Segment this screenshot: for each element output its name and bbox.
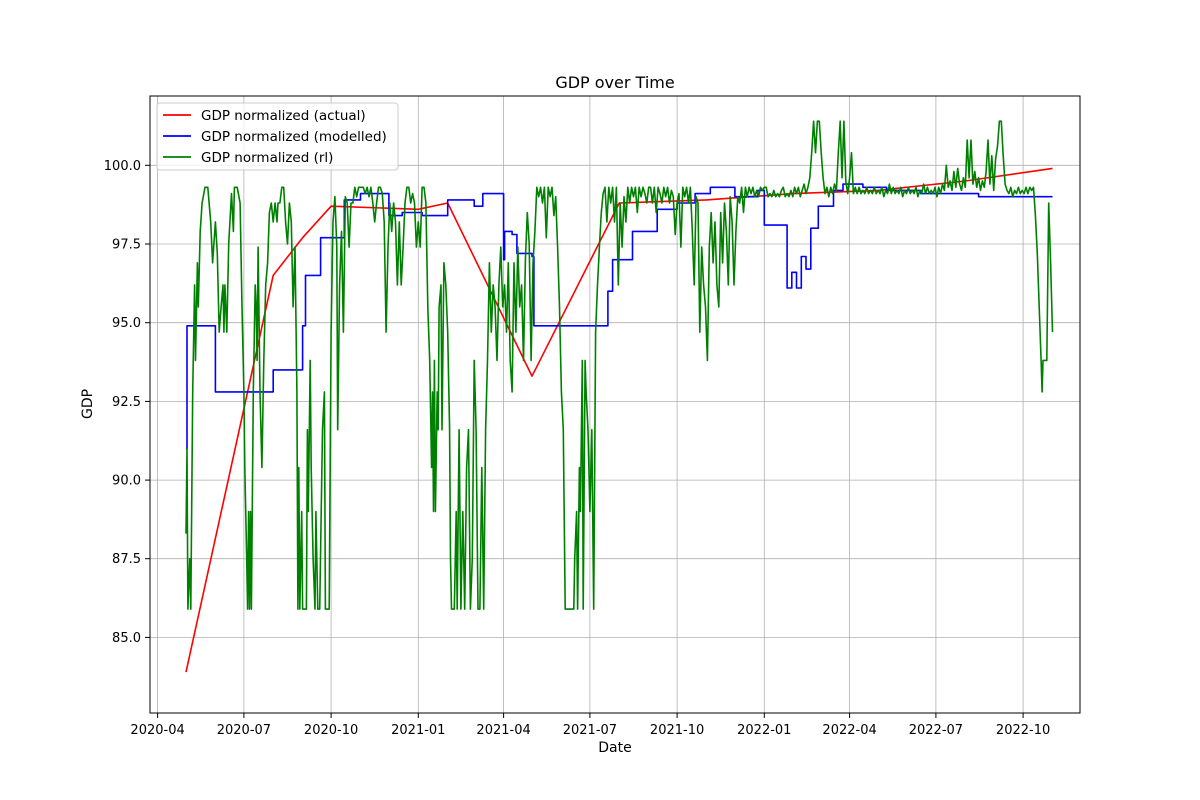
y-tick-label: 87.5 — [112, 552, 141, 567]
y-tick-label: 100.0 — [104, 159, 141, 174]
tick-layer: 2020-04 2020-07 2020-10 2021-01 2021-04 2021-… — [104, 159, 1050, 738]
series-line-3 — [185, 120, 1054, 610]
x-tick-label: 2022-01 — [737, 723, 791, 738]
x-tick-label: 2020-07 — [217, 723, 271, 738]
x-tick-label: 2022-10 — [996, 723, 1050, 738]
x-axis-label: Date — [598, 740, 631, 756]
legend-entries: GDP normalized (actual) GDP normalized (m… — [163, 108, 387, 166]
y-tick-label: 97.5 — [112, 238, 141, 253]
series-line-2 — [186, 183, 1053, 450]
y-tick-label: 90.0 — [112, 474, 141, 489]
legend-label-1: GDP normalized (actual) — [201, 108, 366, 124]
chart-title: GDP over Time — [555, 73, 674, 92]
x-tick-label: 2021-07 — [563, 723, 617, 738]
y-tick-label: 92.5 — [112, 395, 141, 410]
legend-label-2: GDP normalized (modelled) — [201, 129, 387, 145]
x-tick-label: 2020-10 — [304, 723, 358, 738]
y-tick-label: 95.0 — [112, 316, 141, 331]
x-tick-label: 2021-10 — [650, 723, 704, 738]
plot-frame — [149, 95, 1081, 714]
y-axis-label: GDP — [80, 389, 96, 419]
x-tick-label: 2021-01 — [391, 723, 445, 738]
y-tick-label: 85.0 — [112, 631, 141, 646]
x-tick-label: 2021-04 — [476, 723, 530, 738]
series-layer — [185, 120, 1054, 673]
x-tick-label: 2022-07 — [909, 723, 963, 738]
x-tick-label: 2022-04 — [822, 723, 876, 738]
legend-label-3: GDP normalized (rl) — [201, 150, 333, 166]
legend: GDP normalized (actual) GDP normalized (m… — [156, 102, 399, 171]
legend-box — [156, 102, 399, 171]
x-tick-label: 2020-04 — [130, 723, 184, 738]
